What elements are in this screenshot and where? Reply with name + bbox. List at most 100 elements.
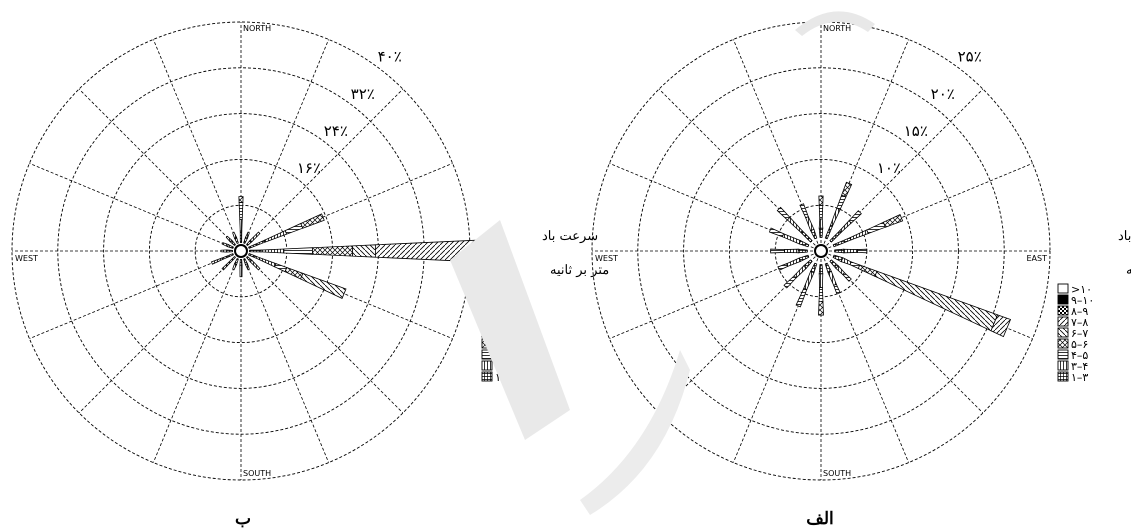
petal-band (226, 249, 233, 253)
grid-spoke (243, 39, 330, 244)
petal-band (260, 248, 285, 254)
petal-band (781, 233, 802, 245)
petal-band (795, 287, 808, 308)
legend-swatch (1057, 360, 1069, 371)
petal-band (249, 259, 261, 271)
petal-band (244, 231, 250, 239)
petal-band (238, 201, 244, 220)
petal-band (824, 224, 834, 240)
legend-subtitle: متر بر ثانیه (1126, 263, 1131, 278)
petal-band (818, 300, 824, 316)
grid-spoke (152, 258, 239, 463)
legend: سرعت باد متر بر ثانیه >۱۰۹–۱۰۸–۹۷–۸۶–۷۵–۶۴… (1057, 229, 1131, 384)
petal-band (882, 214, 904, 228)
petal-band (284, 267, 304, 280)
petal-band (798, 254, 810, 262)
legend-label: ۳–۴ (1071, 360, 1088, 373)
legend-label: ۴–۵ (1071, 349, 1088, 362)
ring-label: ۳۲٪ (351, 85, 375, 103)
legend-label: ۵–۶ (1071, 338, 1088, 351)
petal-band (829, 230, 842, 243)
legend-swatch (481, 360, 493, 371)
legend-swatch (481, 338, 493, 349)
direction-label-south: SOUTH (823, 469, 851, 478)
petal-band (810, 228, 818, 240)
calm-circle (814, 244, 828, 258)
ring-label: ۱۶٪ (297, 159, 321, 177)
petal-band (274, 263, 288, 273)
grid-spoke (826, 256, 984, 414)
legend-label: ۹–۱۰ (1071, 294, 1094, 307)
petal-band (284, 222, 304, 235)
petal-band (786, 257, 802, 267)
petal-band (300, 213, 325, 229)
petal-band (835, 265, 846, 276)
ring-label: ۱۰٪ (877, 159, 901, 177)
petal-band (843, 248, 859, 254)
ring-label: ۲۴٪ (324, 122, 348, 140)
grid-ring (728, 158, 914, 344)
legend-swatch (1057, 338, 1069, 349)
petal-band (249, 231, 261, 243)
direction-label-west: WEST (15, 254, 38, 263)
petal-band (824, 262, 832, 274)
petal-band (232, 231, 238, 239)
grid-spoke (29, 162, 234, 249)
legend-title: سرعت باد (1118, 229, 1131, 244)
legend-swatch (481, 294, 493, 305)
legend-swatch (1057, 327, 1069, 338)
petal-band (263, 230, 288, 243)
petal-band (768, 227, 785, 238)
petal-band (221, 264, 228, 271)
legend-swatch (1057, 294, 1069, 305)
legend-label: ۸–۹ (1071, 305, 1088, 318)
petal-band (832, 237, 852, 248)
petal-band (312, 245, 353, 257)
petal-band (239, 259, 243, 266)
legend-label: ۷–۸ (1071, 316, 1088, 329)
wind-rose-alef: ۱۰٪ ۱۵٪ ۲۰٪ ۲۵٪ NORTH SOUTH WEST EAST سرعت باد مت… (591, 21, 1131, 528)
petal-band (805, 216, 815, 232)
petal-band (818, 218, 824, 229)
grid-spoke (29, 253, 234, 340)
petal-band (818, 264, 824, 275)
petal-band (258, 257, 277, 268)
legend-subtitle: متر بر ثانیه (550, 263, 609, 278)
petal-band (220, 249, 228, 253)
petal-band (799, 203, 809, 219)
legend-swatch (481, 371, 493, 382)
petal-band (830, 207, 841, 227)
petal-band (841, 181, 853, 198)
petal-band (990, 314, 1012, 338)
legend-swatch (481, 316, 493, 327)
petal-band (283, 247, 313, 255)
legend-swatch (1057, 349, 1069, 360)
petal-band (793, 265, 807, 279)
petal-band (836, 194, 847, 210)
ring-labels: ۱۶٪ ۲۴٪ ۳۲٪ ۴۰٪ (297, 48, 402, 177)
petal-band (232, 263, 238, 271)
figure-caption: ب (235, 509, 251, 528)
ring-label: ۱۵٪ (904, 122, 928, 140)
legend-label: ۱–۳ (1071, 371, 1088, 384)
petal-band (818, 273, 824, 289)
legend-label: ۶–۷ (1071, 327, 1088, 340)
direction-label-north: NORTH (243, 24, 271, 33)
petal-band (783, 275, 797, 289)
legend-swatch (481, 327, 493, 338)
direction-label-north: NORTH (823, 24, 851, 33)
legend-swatch (1057, 305, 1069, 316)
petal-band (842, 272, 852, 282)
petal-band (238, 196, 244, 203)
legend-swatch (481, 349, 493, 360)
petal-band (834, 248, 845, 254)
grid-spoke (246, 88, 404, 246)
ring-label: ۲۰٪ (931, 85, 955, 103)
petal-band (818, 227, 824, 238)
legend-swatch (1057, 371, 1069, 382)
grid-ring (683, 113, 959, 389)
petal-band (249, 249, 262, 253)
petal-band (776, 206, 791, 221)
legend-label: >۱۰ (1071, 283, 1092, 296)
